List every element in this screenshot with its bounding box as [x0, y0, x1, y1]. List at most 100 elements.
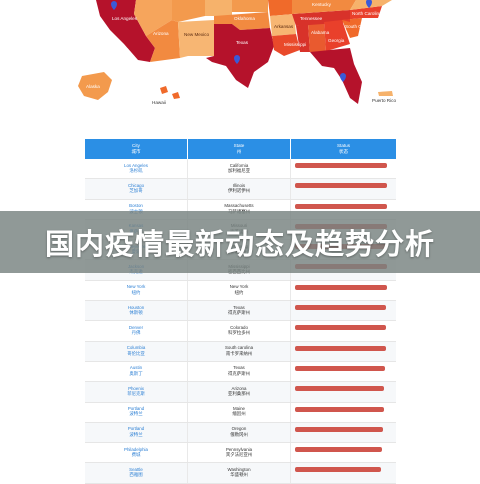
title-banner: 国内疫情最新动态及趋势分析: [0, 211, 480, 273]
status-cell: [291, 362, 396, 381]
city-name[interactable]: Portland: [127, 406, 145, 412]
status-cell: [291, 179, 396, 198]
status-bar: [295, 386, 385, 392]
state-hawaii: [160, 86, 180, 99]
state-kansas: [232, 0, 268, 12]
city-name[interactable]: Los Angeles: [124, 162, 148, 168]
state-name: Illinois: [232, 182, 246, 188]
city-name-cn[interactable]: 西雅图: [129, 472, 143, 478]
state-name-cn: 得克萨斯州: [228, 370, 250, 376]
state-colorado: [205, 0, 232, 16]
label-georgia: Georgia: [328, 38, 345, 43]
state-new-mexico: [178, 20, 214, 58]
state-name: Oregon: [231, 426, 247, 432]
status-cell: [291, 382, 396, 401]
label-hawaii: Hawaii: [152, 100, 166, 105]
state-name-cn: 加利福尼亚: [228, 167, 250, 173]
city-name-cn[interactable]: 洛杉矶: [129, 167, 143, 173]
state-oklahoma: [214, 12, 270, 30]
label-south-carolina: South Carolina: [345, 24, 376, 29]
status-bar: [295, 305, 387, 311]
state-georgia: [324, 20, 350, 52]
city-name-cn[interactable]: 哥伦比亚: [127, 350, 145, 356]
status-bar: [295, 406, 385, 412]
state-name-cn: 南卡罗来纳州: [225, 350, 253, 356]
state-alaska: [78, 72, 112, 100]
city-name[interactable]: Denver: [128, 324, 144, 330]
location-pin-icon: [111, 1, 117, 10]
status-bar: [295, 325, 387, 331]
state-north-carolina: [342, 6, 382, 22]
city-name[interactable]: Phoenix: [128, 385, 144, 391]
state-cell: South carolina 南卡罗来纳州: [188, 341, 291, 361]
table-row: Denver 丹佛 Colorado 科罗拉多州: [85, 321, 396, 342]
status-cell: [291, 301, 396, 320]
label-los-angeles: Los Angeles: [112, 16, 138, 21]
state-missouri: [268, 0, 294, 16]
state-cell: California 加利福尼亚: [188, 159, 291, 179]
state-florida: [310, 48, 362, 104]
city-name[interactable]: Seattle: [129, 466, 143, 472]
status-cell: [291, 200, 396, 219]
header-city[interactable]: City 城市: [85, 139, 188, 159]
city-cell[interactable]: Houston 休斯顿: [85, 301, 188, 321]
city-name[interactable]: Philadelphia: [124, 446, 148, 452]
city-name[interactable]: New York: [126, 284, 146, 290]
city-name-cn[interactable]: 丹佛: [131, 330, 141, 336]
city-name[interactable]: Houston: [127, 304, 145, 310]
city-name-cn[interactable]: 波特兰: [129, 411, 143, 417]
state-south-carolina: [342, 18, 362, 38]
city-cell[interactable]: Austin 奥斯丁: [85, 361, 188, 382]
state-name-cn: 华盛顿州: [230, 472, 248, 478]
city-name-cn[interactable]: 奥斯丁: [129, 370, 143, 376]
city-name-cn[interactable]: 纽约: [131, 289, 141, 295]
city-name-cn[interactable]: 波特兰: [129, 431, 143, 437]
city-cell[interactable]: Phoenix 菲尼克斯: [85, 382, 188, 402]
status-bar: [295, 426, 384, 432]
header-status[interactable]: Status 状态: [291, 139, 396, 159]
city-cell[interactable]: Los Angeles 洛杉矶: [85, 159, 188, 179]
table-row: New York 纽约 New York 纽约: [85, 280, 396, 302]
city-name[interactable]: Portland: [127, 426, 145, 432]
label-alaska: Alaska: [86, 84, 100, 89]
city-cell[interactable]: Portland 波特兰: [85, 422, 188, 443]
city-cell[interactable]: New York 纽约: [85, 280, 188, 301]
city-name[interactable]: Austin: [129, 365, 143, 371]
city-name[interactable]: Columbia: [126, 345, 146, 351]
city-name-cn[interactable]: 芝加哥: [129, 188, 143, 194]
label-oklahoma: Oklahoma: [234, 16, 255, 21]
table-row: Houston 休斯顿 Texas 得克萨斯州: [85, 301, 396, 322]
city-name[interactable]: Boston: [129, 203, 143, 209]
city-cell[interactable]: Columbia 哥伦比亚: [85, 341, 188, 361]
city-cell[interactable]: Philadelphia 费城: [85, 443, 188, 463]
state-cell: Illinois 伊利诺伊州: [188, 179, 291, 199]
state-cell: Colorado 科罗拉多州: [188, 321, 291, 341]
header-status-cn: 状态: [338, 148, 349, 154]
city-cell[interactable]: Seattle 西雅图: [85, 463, 188, 483]
state-name-cn: 得克萨斯州: [228, 309, 250, 315]
table-row: Seattle 西雅图 Washington 华盛顿州: [85, 463, 396, 484]
city-name-cn[interactable]: 休斯顿: [129, 309, 143, 315]
status-bar: [295, 163, 388, 168]
state-name: Maine: [233, 406, 245, 412]
state-cell: Pennsylvania 宾夕法尼亚州: [188, 443, 291, 463]
state-name-cn: 科罗拉多州: [228, 330, 250, 336]
city-cell[interactable]: Portland 波特兰: [85, 402, 188, 422]
city-name-cn[interactable]: 费城: [131, 452, 141, 458]
state-cell: Texas 得克萨斯州: [188, 361, 291, 382]
city-name[interactable]: Chicago: [127, 182, 145, 188]
table-row: Portland 波特兰 Oregon 俄勒冈州: [85, 422, 396, 444]
city-cell[interactable]: Chicago 芝加哥: [85, 179, 188, 199]
city-cell[interactable]: Denver 丹佛: [85, 321, 188, 341]
location-pin-icon: [366, 0, 372, 8]
state-cell: Maine 缅因州: [188, 402, 291, 422]
table-row: Chicago 芝加哥 Illinois 伊利诺伊州: [85, 179, 396, 200]
state-nevada: [134, 0, 172, 36]
status-bar: [295, 345, 387, 351]
state-cell: New York 纽约: [188, 280, 291, 301]
label-kentucky: Kentucky: [312, 2, 332, 7]
city-name-cn[interactable]: 菲尼克斯: [127, 391, 145, 397]
header-state[interactable]: State 州: [188, 139, 291, 159]
state-alabama: [308, 22, 326, 52]
header-city-en: City: [132, 143, 140, 148]
